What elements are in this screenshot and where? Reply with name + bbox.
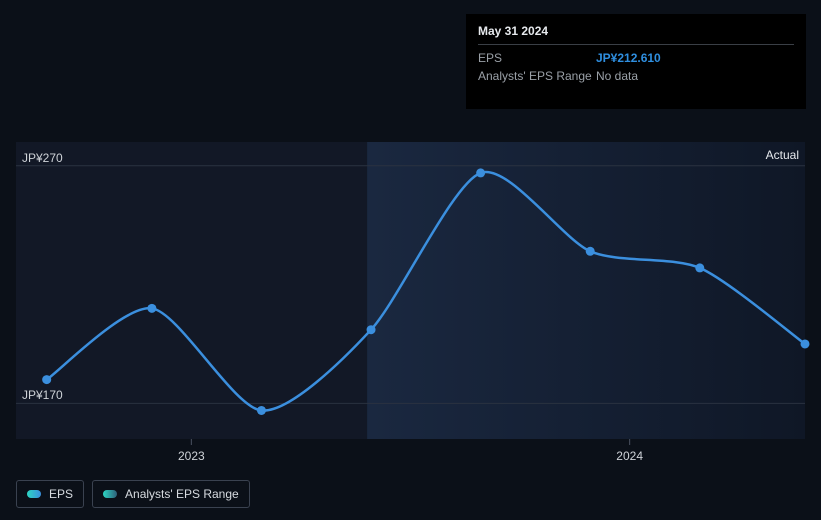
legend-swatch-icon (27, 490, 41, 498)
tooltip-row-range: Analysts' EPS Range No data (478, 67, 794, 85)
legend-swatch-icon (103, 490, 117, 498)
actual-region-label: Actual (766, 148, 799, 162)
tooltip-label: EPS (478, 51, 596, 65)
y-axis-label-top: JP¥270 (22, 151, 63, 165)
x-axis-label-2023: 2023 (178, 449, 205, 463)
tooltip-row-eps: EPS JP¥212.610 (478, 49, 794, 67)
eps-chart-root: JP¥270 JP¥170 2023 2024 Actual May 31 20… (0, 0, 821, 520)
x-axis-label-2024: 2024 (616, 449, 643, 463)
tooltip-label: Analysts' EPS Range (478, 69, 596, 83)
legend-label: Analysts' EPS Range (125, 487, 239, 501)
tooltip-value: JP¥212.610 (596, 51, 661, 65)
y-axis-label-bottom: JP¥170 (22, 388, 63, 402)
tooltip-date: May 31 2024 (478, 24, 794, 45)
chart-tooltip: May 31 2024 EPS JP¥212.610 Analysts' EPS… (466, 14, 806, 109)
legend-label: EPS (49, 487, 73, 501)
tooltip-value: No data (596, 69, 638, 83)
chart-legend: EPS Analysts' EPS Range (16, 480, 250, 508)
legend-item-range[interactable]: Analysts' EPS Range (92, 480, 250, 508)
legend-item-eps[interactable]: EPS (16, 480, 84, 508)
